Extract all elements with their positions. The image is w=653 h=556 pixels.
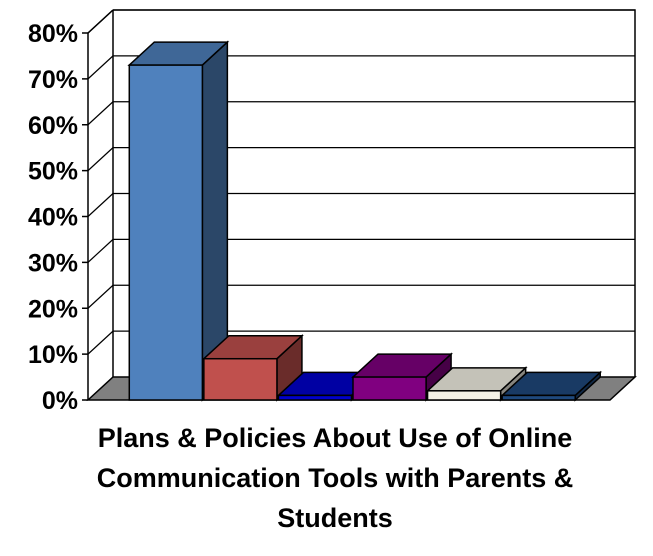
bar-front: [277, 394, 353, 401]
y-tick-label: 30%: [28, 249, 78, 277]
gridline-side: [87, 55, 114, 80]
bar-front: [426, 390, 502, 401]
y-tick-label: 70%: [28, 66, 78, 94]
gridline-side: [87, 284, 114, 309]
y-tick-label: 60%: [28, 112, 78, 140]
x-axis-label: Plans & Policies About Use of Online Com…: [96, 423, 574, 533]
y-tick-label: 10%: [28, 341, 78, 369]
y-tick-label: 0%: [42, 387, 78, 415]
bar: [127, 40, 230, 402]
gridline-side: [87, 238, 114, 263]
bar: [201, 334, 304, 402]
y-tick-label: 80%: [28, 20, 78, 48]
y-axis-ticks: 0% 10% 20% 30% 40% 50% 60% 70% 80%: [28, 20, 88, 415]
y-tick-label: 40%: [28, 204, 78, 232]
gridline-side: [87, 101, 114, 126]
bar-front: [203, 357, 278, 401]
y-tick-label: 50%: [28, 158, 78, 186]
bar-front: [128, 64, 204, 401]
side-wall-top-edge: [87, 9, 114, 34]
bar-front: [501, 394, 576, 401]
gridline-side: [87, 147, 114, 172]
gridline-side: [87, 193, 114, 217]
bars: [127, 40, 603, 402]
bar: [500, 370, 603, 402]
back-wall-border: [113, 9, 636, 377]
bar-front: [352, 376, 427, 401]
y-tick-label: 20%: [28, 295, 78, 323]
bar: [351, 352, 454, 402]
gridline-side: [87, 330, 114, 355]
